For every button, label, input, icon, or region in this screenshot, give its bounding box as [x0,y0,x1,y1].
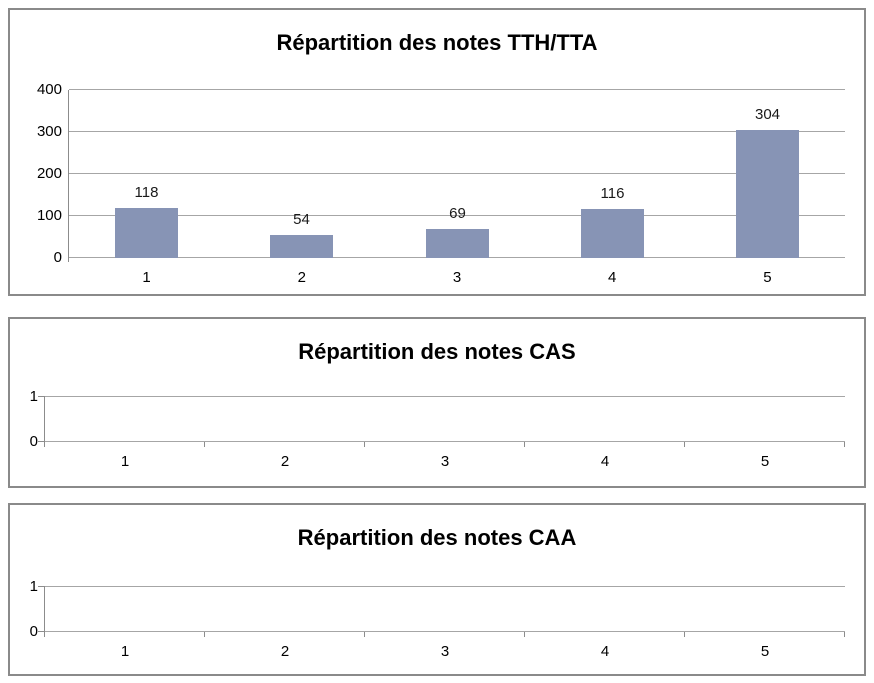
bar-category-4[interactable] [581,209,644,258]
x-axis-label: 4 [600,643,610,660]
x-axis-tick [204,442,205,447]
bar-value-label: 69 [449,205,466,222]
plot-area: 0 100 200 300 400 118 54 69 116 304 1 2 3 4 5 [37,81,845,286]
y-axis-line [44,397,45,446]
y-axis-label: 200 [36,165,62,182]
x-axis-tick [364,632,365,637]
y-axis-label: 300 [36,123,62,140]
bar-value-label: 118 [134,184,159,201]
y-axis-label: 0 [29,623,38,640]
gridline-200 [69,173,845,174]
gridline-100 [69,215,845,216]
x-axis-tick [44,632,45,637]
gridline-400 [69,89,845,90]
y-axis-label: 100 [36,207,62,224]
y-axis-tick [38,396,45,397]
x-axis-tick [204,632,205,637]
y-axis-label: 0 [29,433,38,450]
x-axis-tick [844,632,845,637]
chart-title: Répartition des notes TTH/TTA [276,30,598,55]
chart-title: Répartition des notes CAS [298,339,576,364]
x-axis-label: 1 [120,643,130,660]
gridline-0 [45,441,845,442]
chart-title: Répartition des notes CAA [297,525,577,550]
gridline-0 [45,631,845,632]
bar-value-label: 116 [600,185,625,202]
x-axis-label: 3 [440,453,450,470]
x-axis-label: 4 [600,453,610,470]
y-axis-tick [38,441,45,442]
gridline-1 [45,396,845,397]
x-axis-label: 2 [280,453,290,470]
x-axis-tick [844,442,845,447]
bar-category-2[interactable] [270,235,333,258]
x-axis-label: 5 [760,643,770,660]
y-axis-tick [38,586,45,587]
x-axis-tick [524,442,525,447]
x-axis-tick [44,442,45,447]
bar-value-label: 54 [293,211,310,228]
y-axis-label: 400 [36,81,62,98]
x-axis-label: 5 [763,269,772,286]
x-axis-label: 2 [280,643,290,660]
x-axis-label: 3 [452,269,462,286]
chart-caa[interactable]: Répartition des notes CAA 0 1 1 2 3 4 5 [8,503,866,676]
gridline-300 [69,131,845,132]
x-axis-label: 2 [297,269,306,286]
y-axis-line [68,90,69,262]
x-axis-tick [364,442,365,447]
x-axis-label: 3 [440,643,450,660]
y-axis-tick [38,631,45,632]
x-axis-tick [524,632,525,637]
x-axis-label: 1 [142,269,151,286]
bar-value-label: 304 [754,106,781,123]
x-axis-tick [684,632,685,637]
x-axis-label: 1 [120,453,130,470]
gridline-1 [45,586,845,587]
y-axis-label: 1 [29,388,38,405]
x-axis-tick [684,442,685,447]
chart-cas[interactable]: Répartition des notes CAS 0 1 1 2 3 4 5 [8,317,866,488]
y-axis-label: 0 [53,249,62,266]
y-axis-line [44,587,45,636]
bar-category-1[interactable] [115,208,178,258]
bar-category-5[interactable] [736,130,799,258]
y-axis-label: 1 [29,578,38,595]
chart-tth-tta[interactable]: Répartition des notes TTH/TTA 0 100 200 300… [8,8,866,296]
bar-category-3[interactable] [426,229,489,258]
plot-area: 0 1 1 2 3 4 5 [30,388,845,470]
plot-area: 0 1 1 2 3 4 5 [30,578,845,660]
x-axis-label: 5 [760,453,770,470]
x-axis-label: 4 [608,269,617,286]
